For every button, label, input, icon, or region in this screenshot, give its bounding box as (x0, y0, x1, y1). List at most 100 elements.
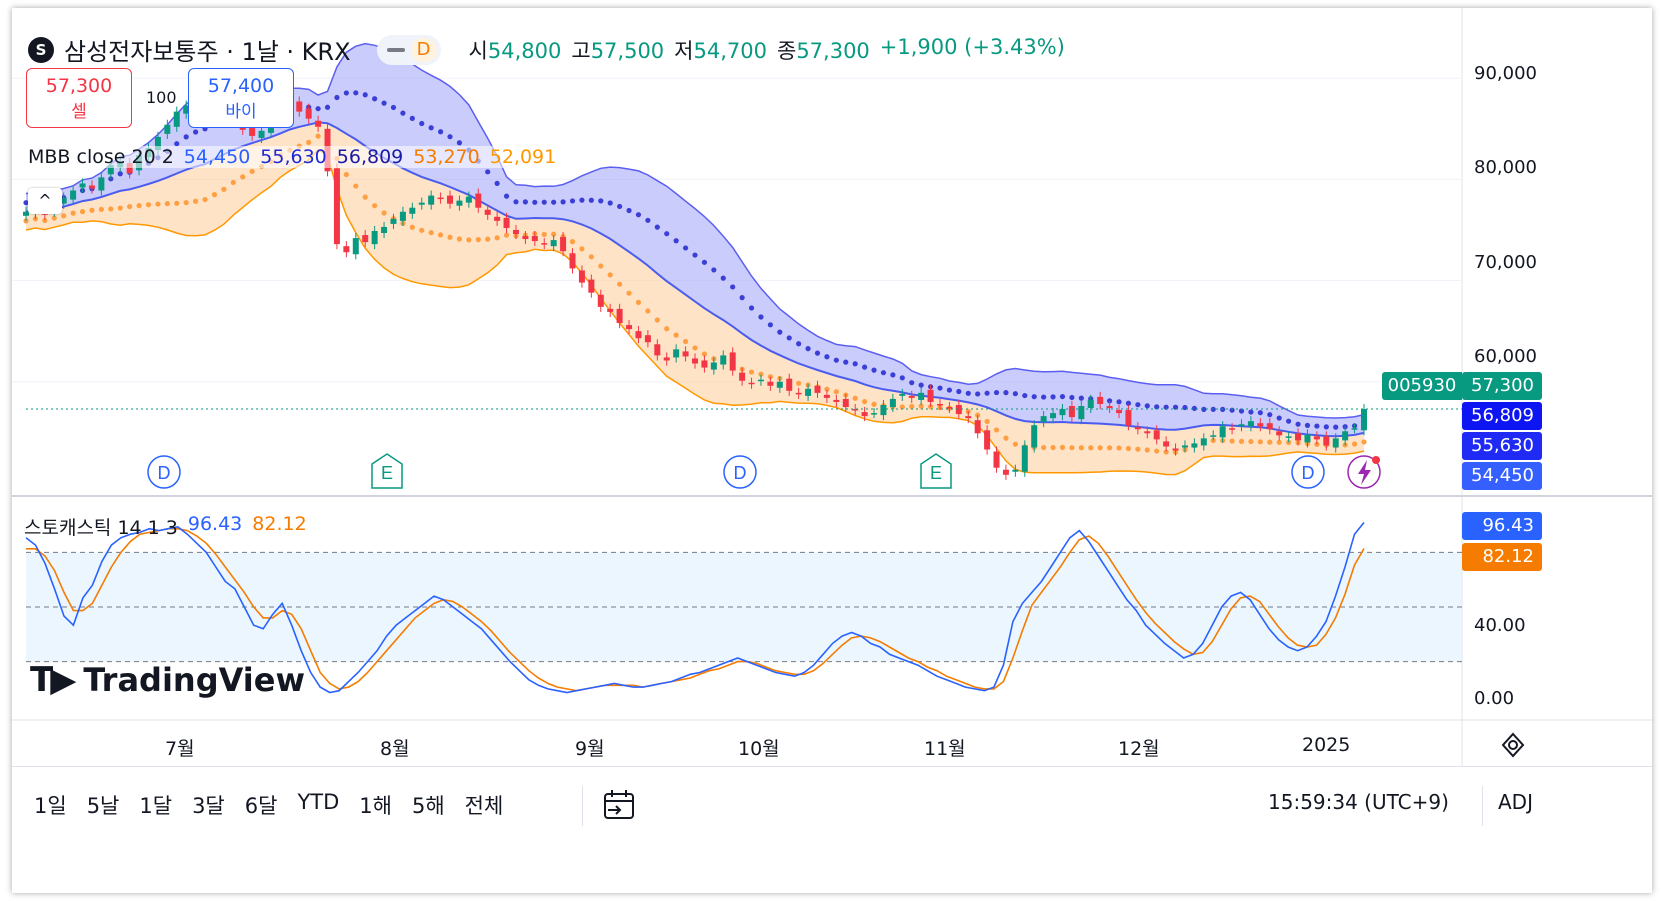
timeframe-5y[interactable]: 5해 (411, 794, 445, 818)
date-range-calendar-icon[interactable] (602, 788, 638, 822)
upper-inner-dot (541, 199, 547, 205)
lower-inner-dot (437, 232, 444, 238)
lower-inner-dot (1116, 445, 1122, 451)
collapse-dash-icon (386, 47, 405, 52)
symbol-title[interactable]: 삼성전자보통주 · 1날 · KRX (64, 38, 351, 66)
upper-inner-dot (343, 90, 349, 96)
order-quantity[interactable]: 100 (146, 88, 177, 107)
sell-button[interactable]: 57,300 셀 (26, 68, 132, 128)
lower-inner-dot (108, 206, 114, 212)
timeframe-1d[interactable]: 1일 (34, 794, 67, 818)
candle-body (1313, 436, 1320, 440)
candle-body (494, 216, 501, 221)
candle-body (889, 398, 896, 408)
lower-inner-dot (1097, 445, 1103, 451)
candle-body (409, 207, 416, 214)
timeframe-3m[interactable]: 3달 (192, 794, 225, 818)
upper-inner-dot (626, 207, 632, 214)
symbol-logo-icon: S (28, 36, 54, 63)
stoch-axis-label: 0.00 (1474, 688, 1515, 709)
dividend-marker (147, 455, 181, 489)
lower-inner-dot (494, 235, 500, 241)
ohlc-values: 시54,800 고57,500 저54,700 종57,300 +1,900 (… (469, 35, 1065, 65)
candle-body (512, 229, 519, 235)
upper-inner-dot (654, 224, 660, 230)
upper-inner-dot (437, 129, 444, 135)
candle-body (164, 124, 171, 134)
lower-inner-dot (240, 174, 246, 180)
upper-inner-dot (975, 391, 981, 397)
lower-inner-dot (1012, 441, 1018, 447)
candle-body (126, 163, 133, 174)
lower-inner-dot (315, 133, 321, 139)
candle-body (456, 200, 463, 206)
upper-inner-dot (569, 198, 576, 204)
collapse-legend-button[interactable]: ^ (28, 188, 62, 214)
lower-inner-dot (230, 179, 236, 186)
tradingview-logo-icon: T▶ (30, 660, 76, 700)
upper-inner-dot (843, 359, 849, 365)
candle-body (861, 412, 868, 417)
settings-gear-icon[interactable] (1498, 730, 1528, 760)
upper-inner-dot (767, 322, 773, 328)
time-axis-label: 2025 (1302, 734, 1351, 756)
toolbar-separator (582, 786, 583, 826)
lower-inner-dot (306, 139, 312, 145)
candle-body (899, 393, 906, 396)
upper-inner-dot (117, 171, 123, 177)
mbb-legend[interactable]: MBB close 20 2 54,450 55,630 56,809 53,2… (24, 146, 561, 168)
timeframe-6m[interactable]: 6달 (244, 794, 278, 818)
upper-inner-dot (890, 372, 896, 378)
candle-body (569, 253, 576, 269)
candle-body (673, 349, 680, 358)
lower-inner-dot (654, 317, 660, 323)
upper-inner-dot (174, 141, 180, 147)
upper-inner-dot (946, 387, 953, 393)
candle-body (88, 185, 95, 189)
upper-inner-dot (353, 90, 359, 96)
buy-button[interactable]: 57,400 바이 (188, 68, 294, 128)
candle-body (541, 243, 548, 245)
upper-inner-dot (456, 140, 463, 146)
event-marker-label: D (1302, 463, 1315, 483)
symbol-header[interactable]: S 삼성전자보통주 · 1날 · KRX D 시54,800 고57,500 저… (28, 32, 1065, 67)
candle-body (60, 197, 67, 204)
candle-body (315, 120, 322, 127)
lower-inner-dot (211, 192, 218, 198)
lower-inner-dot (1135, 446, 1141, 452)
lower-inner-dot (1154, 448, 1160, 454)
session-clock[interactable]: 15:59:34 (UTC+9) (1268, 790, 1449, 814)
timeframe-5d[interactable]: 5날 (86, 794, 120, 818)
candle-body (1276, 431, 1283, 436)
candle-body (1172, 448, 1179, 451)
upper-inner-dot (1304, 422, 1311, 428)
candle-body (1002, 469, 1009, 475)
lower-inner-dot (503, 232, 510, 238)
stoch-legend[interactable]: 스토캐스틱 14 1 3 96.43 82.12 (24, 513, 307, 540)
chart-canvas[interactable]: D E D E D (12, 8, 1652, 893)
middle-band-tag: 55,630 (1462, 432, 1542, 460)
candle-body (522, 236, 529, 240)
lower-inner-dot (343, 171, 349, 178)
candle-body (955, 404, 962, 415)
earnings-marker (920, 453, 952, 489)
basis-line (25, 121, 1365, 438)
lower-inner-dot (626, 290, 632, 296)
data-status-pill[interactable]: D (376, 34, 441, 65)
candle-body (1097, 396, 1104, 404)
timeframe-all[interactable]: 전체 (464, 794, 504, 818)
candle-body (663, 357, 670, 361)
upper-inner-dot (598, 198, 604, 204)
candle-body (381, 226, 388, 234)
upper-inner-dot (899, 375, 905, 381)
adjust-data-toggle[interactable]: ADJ (1498, 790, 1533, 814)
timeframe-1m[interactable]: 1달 (139, 794, 173, 818)
timeframe-1y[interactable]: 1해 (359, 794, 392, 818)
candle-body (173, 111, 180, 127)
upper-inner-dot (1078, 395, 1084, 401)
candle-body (1200, 438, 1207, 446)
ticker-price-tag: 005930 (1382, 372, 1462, 400)
timeframe-ytd[interactable]: YTD (297, 790, 340, 814)
upper-inner-dot (334, 94, 340, 101)
lower-inner-dot (1351, 441, 1358, 447)
